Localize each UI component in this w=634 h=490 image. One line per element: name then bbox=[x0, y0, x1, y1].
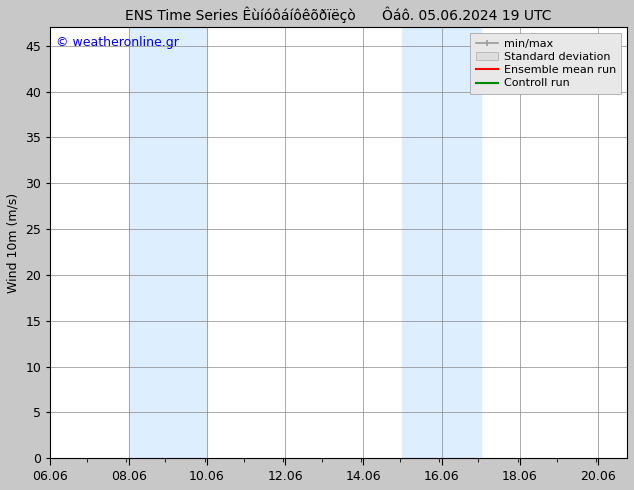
Title: ENS Time Series Êùíóôáíôêõðïëçò      Ôáô. 05.06.2024 19 UTC: ENS Time Series Êùíóôáíôêõðïëçò Ôáô. 05.… bbox=[126, 7, 552, 24]
Legend: min/max, Standard deviation, Ensemble mean run, Controll run: min/max, Standard deviation, Ensemble me… bbox=[470, 33, 621, 94]
Bar bbox=[129, 27, 207, 458]
Text: © weatheronline.gr: © weatheronline.gr bbox=[56, 36, 179, 49]
Y-axis label: Wind 10m (m/s): Wind 10m (m/s) bbox=[7, 193, 20, 293]
Bar bbox=[403, 27, 481, 458]
